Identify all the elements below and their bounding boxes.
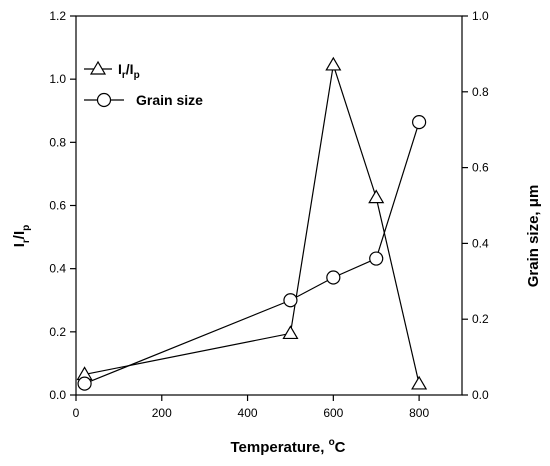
ticks: 0 200 400 600 800 0.0 0.2 0.4 0.6 0.8 1.0 1.2 0.0 0.2… — [49, 9, 489, 420]
y-axis-left-title: Ir/Ip — [11, 225, 32, 248]
data-point-grain-size — [412, 115, 427, 130]
data-point-ir-ip — [411, 375, 428, 390]
x-axis-title: Temperature, oC — [230, 437, 345, 456]
y-left-tick-label: 0.4 — [49, 262, 66, 276]
data-point-grain-size — [326, 270, 341, 285]
legend-label-grain-size: Grain size — [136, 92, 203, 108]
y-left-tick-label: 1.0 — [49, 72, 66, 86]
x-tick-label: 800 — [409, 406, 429, 420]
legend-triangle-marker — [89, 60, 107, 75]
x-tick-label: 200 — [152, 406, 172, 420]
series-line-ir-ip — [84, 64, 420, 385]
y-right-tick-label: 0.2 — [472, 312, 489, 326]
data-point-grain-size — [283, 293, 298, 308]
data-point-ir-ip — [282, 325, 299, 340]
legend: Ir/Ip Grain size — [84, 60, 203, 108]
y-right-tick-label: 0.6 — [472, 161, 489, 175]
y-left-tick-label: 0.8 — [49, 135, 66, 149]
y-left-tick-label: 0.2 — [49, 325, 66, 339]
data-point-ir-ip — [368, 189, 385, 204]
data-point-grain-size — [77, 376, 92, 391]
y-right-tick-label: 0.0 — [472, 388, 489, 402]
y-left-tick-label: 0.0 — [49, 388, 66, 402]
data-point-grain-size — [369, 251, 384, 266]
y-right-tick-label: 0.4 — [472, 236, 489, 250]
data-point-ir-ip — [325, 56, 342, 71]
x-tick-label: 600 — [323, 406, 343, 420]
y-right-tick-label: 0.8 — [472, 85, 489, 99]
y-axis-right-title: Grain size, μm — [525, 185, 542, 288]
y-right-tick-label: 1.0 — [472, 9, 489, 23]
series — [76, 56, 428, 391]
legend-label-ir-ip: Ir/Ip — [118, 61, 140, 81]
x-tick-label: 400 — [238, 406, 258, 420]
legend-item-grain-size: Grain size — [84, 92, 203, 108]
legend-circle-marker — [96, 92, 112, 108]
legend-item-ir-ip: Ir/Ip — [84, 60, 140, 81]
y-left-tick-label: 0.6 — [49, 199, 66, 213]
y-left-tick-label: 1.2 — [49, 9, 66, 23]
x-tick-label: 0 — [73, 406, 80, 420]
series-line-grain-size — [84, 121, 420, 385]
